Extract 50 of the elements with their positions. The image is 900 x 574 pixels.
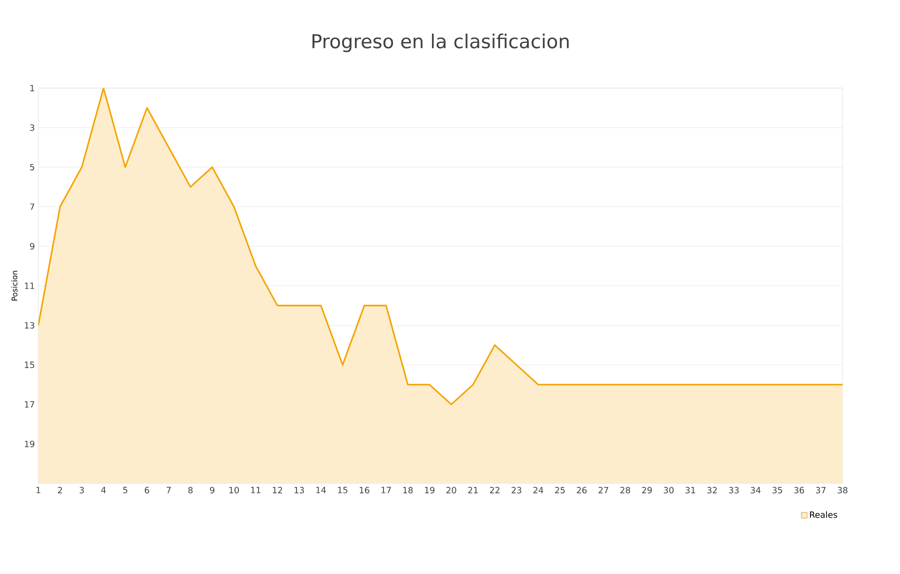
x-tick-label: 13 [294, 486, 304, 494]
x-tick-label: 19 [425, 486, 434, 494]
x-tick-label: 20 [446, 486, 456, 494]
x-tick-label: 6 [144, 486, 150, 494]
y-tick-label: 19 [24, 440, 34, 447]
x-tick-label: 32 [707, 486, 717, 494]
x-tick-label: 24 [533, 486, 544, 494]
x-tick-label: 35 [772, 486, 782, 494]
x-tick-label: 25 [555, 486, 565, 494]
y-tick-label: 9 [30, 242, 34, 250]
x-tick-label: 16 [360, 486, 370, 494]
x-tick-label: 11 [251, 486, 260, 493]
x-tick-label: 15 [338, 486, 348, 494]
x-tick-label: 5 [123, 486, 128, 494]
x-tick-label: 34 [750, 486, 761, 494]
x-tick-label: 27 [598, 486, 608, 494]
x-tick-label: 7 [166, 486, 171, 493]
x-tick-label: 2 [58, 486, 62, 494]
x-tick-label: 3 [80, 486, 84, 494]
x-tick-label: 22 [490, 486, 500, 494]
x-tick-label: 23 [512, 486, 522, 494]
y-tick-label: 15 [24, 361, 34, 368]
x-tick-label: 31 [686, 486, 696, 494]
x-tick-label: 9 [210, 486, 214, 494]
y-tick-label: 11 [24, 282, 34, 289]
x-tick-label: 8 [188, 486, 193, 494]
y-tick-label: 7 [30, 203, 34, 210]
x-tick-label: 10 [229, 486, 239, 494]
x-tick-label: 29 [642, 486, 652, 494]
x-tick-label: 30 [664, 486, 674, 494]
x-tick-label: 28 [620, 486, 630, 494]
x-tick-label: 36 [794, 486, 804, 494]
x-tick-label: 4 [101, 486, 106, 493]
chart-title: Progreso en la clasificacion [312, 33, 569, 52]
y-tick-label: 13 [24, 322, 34, 328]
x-tick-label: 37 [816, 486, 826, 494]
y-tick-label: 1 [30, 84, 34, 92]
y-tick-label: 17 [24, 401, 34, 408]
x-tick-label: 26 [576, 486, 587, 494]
x-tick-label: 21 [468, 486, 478, 494]
x-tick-label: 17 [382, 486, 391, 493]
y-tick-label: 5 [30, 164, 34, 170]
legend-label: Reales [810, 511, 838, 518]
x-tick-label: 18 [403, 486, 413, 494]
x-tick-label: 33 [729, 486, 739, 494]
x-tick-label: 12 [272, 486, 282, 494]
x-tick-label: 1 [36, 486, 40, 493]
x-tick-label: 14 [316, 486, 326, 493]
x-tick-label: 38 [838, 486, 848, 494]
y-tick-label: 3 [30, 124, 34, 131]
